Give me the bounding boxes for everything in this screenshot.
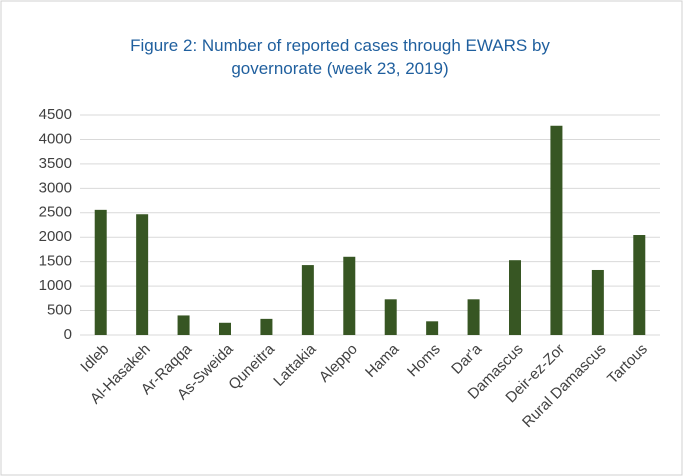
bar [633,235,646,335]
y-tick-label: 2500 [39,204,72,221]
x-tick-label: Homs [404,341,444,381]
x-tick-label: Hama [362,340,403,381]
y-tick-label: 2000 [39,228,72,245]
x-tick-label: Quneitra [225,340,278,393]
x-tick-label: Dar'a [448,340,486,378]
x-tick-label: Idleb [77,341,112,376]
bar [467,299,480,335]
y-tick-label: 3500 [39,155,72,172]
y-tick-label: 0 [64,326,72,343]
y-tick-label: 4500 [39,106,72,123]
x-tick-label: Aleppo [316,341,361,386]
y-tick-label: 1000 [39,277,72,294]
bar [591,269,604,335]
y-tick-label: 3000 [39,179,72,196]
bar [301,265,314,335]
x-tick-label: Lattakia [270,340,320,390]
bar [550,125,563,335]
bar [509,260,521,335]
bar [343,256,356,335]
y-tick-label: 1500 [39,253,72,270]
bar [177,315,190,335]
bar [260,318,273,335]
bar [136,214,149,335]
bar [219,322,231,335]
chart-title: Figure 2: Number of reported cases throu… [130,36,550,78]
y-tick-label: 4000 [39,130,72,147]
y-tick-label: 500 [47,302,72,319]
x-tick-label: Tartous [604,341,651,388]
bar [94,209,107,335]
bar [384,299,397,335]
bar [426,321,439,335]
